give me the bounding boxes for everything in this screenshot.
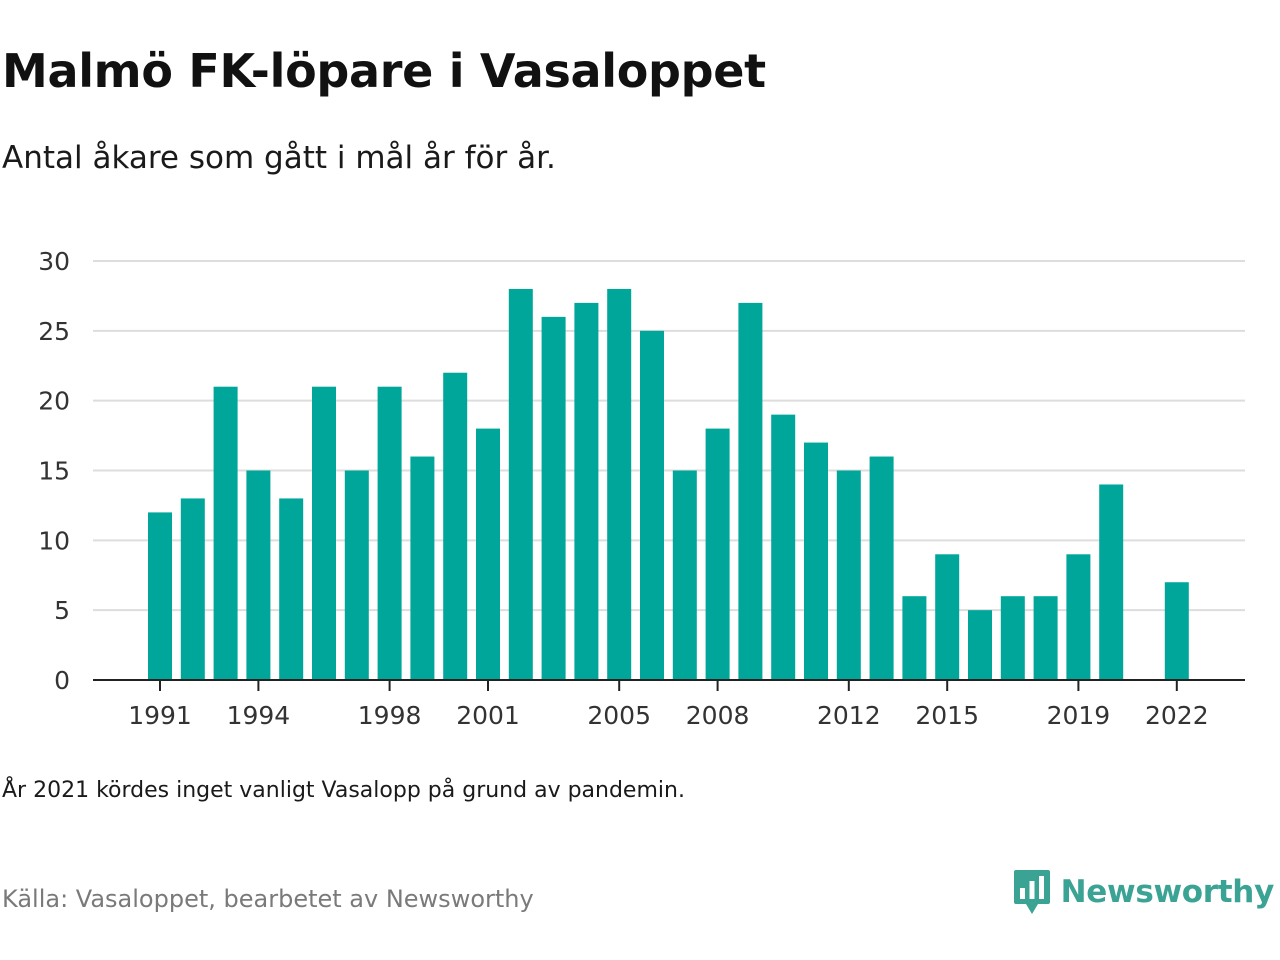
chart-title: Malmö FK-löpare i Vasaloppet bbox=[2, 44, 766, 98]
bar-2003 bbox=[541, 316, 566, 680]
bar-2002 bbox=[508, 288, 533, 680]
bar-chart: 1991 1994 1998 2001 2005 2008 2012 2015 2019 2022… bbox=[38, 247, 1245, 730]
bar-2009 bbox=[738, 302, 763, 680]
x-tick-label: 2001 bbox=[456, 701, 520, 730]
x-tick-label: 2022 bbox=[1145, 701, 1209, 730]
bars bbox=[148, 288, 1189, 680]
y-tick-label: 5 bbox=[54, 596, 70, 625]
x-tick-label: 2005 bbox=[587, 701, 651, 730]
brand-name: Newsworthy bbox=[1060, 874, 1275, 910]
chart-subtitle: Antal åkare som gått i mål år för år. bbox=[2, 140, 556, 176]
source-text: Källa: Vasaloppet, bearbetet av Newswort… bbox=[2, 885, 534, 913]
bar-1993 bbox=[213, 386, 238, 680]
chart-note: År 2021 kördes inget vanligt Vasalopp på… bbox=[2, 778, 685, 803]
bar-2000 bbox=[443, 372, 468, 680]
bar-1996 bbox=[312, 386, 336, 680]
bar-1997 bbox=[344, 470, 369, 680]
x-tick-label: 1994 bbox=[227, 701, 291, 730]
y-tick-label: 30 bbox=[38, 247, 70, 276]
bar-2015 bbox=[935, 554, 960, 680]
bar-2017 bbox=[1000, 596, 1025, 680]
y-tick-label: 15 bbox=[38, 457, 70, 486]
bar-2010 bbox=[771, 414, 796, 680]
bar-2019 bbox=[1066, 554, 1091, 680]
bar-2016 bbox=[968, 610, 992, 680]
bar-2005 bbox=[607, 288, 632, 680]
x-tick-label: 2015 bbox=[915, 701, 979, 730]
bar-2008 bbox=[705, 428, 730, 680]
x-tick-label: 2019 bbox=[1047, 701, 1111, 730]
bar-1992 bbox=[180, 498, 205, 680]
y-tick-label: 10 bbox=[38, 526, 70, 555]
x-tick-label: 1991 bbox=[128, 701, 192, 730]
x-tick-label: 2008 bbox=[686, 701, 750, 730]
bar-2013 bbox=[869, 456, 894, 680]
bar-2004 bbox=[574, 302, 599, 680]
newsworthy-logo: Newsworthy bbox=[1013, 868, 1274, 916]
bar-2020 bbox=[1099, 484, 1124, 680]
bar-2012 bbox=[836, 470, 861, 680]
bar-2001 bbox=[476, 428, 500, 680]
bar-2011 bbox=[804, 442, 828, 680]
bar-1995 bbox=[279, 498, 304, 680]
x-tick-label: 2012 bbox=[817, 701, 881, 730]
bar-2007 bbox=[672, 470, 697, 680]
bar-2022 bbox=[1164, 582, 1189, 680]
y-tick-label: 20 bbox=[38, 387, 70, 416]
bar-2014 bbox=[902, 596, 927, 680]
bar-2018 bbox=[1033, 596, 1058, 680]
bar-1994 bbox=[246, 470, 271, 680]
bar-1999 bbox=[410, 456, 435, 680]
y-axis: 0 5 10 15 20 25 30 bbox=[38, 247, 70, 695]
y-tick-label: 25 bbox=[38, 317, 70, 346]
bar-2006 bbox=[640, 330, 664, 680]
x-tick-label: 1998 bbox=[358, 701, 422, 730]
y-tick-label: 0 bbox=[54, 666, 70, 695]
bar-1998 bbox=[377, 386, 402, 680]
x-axis: 1991 1994 1998 2001 2005 2008 2012 2015 2019 2022 bbox=[93, 679, 1245, 730]
bar-chart-speech-bubble-icon bbox=[1013, 870, 1050, 914]
bar-1991 bbox=[148, 512, 172, 680]
